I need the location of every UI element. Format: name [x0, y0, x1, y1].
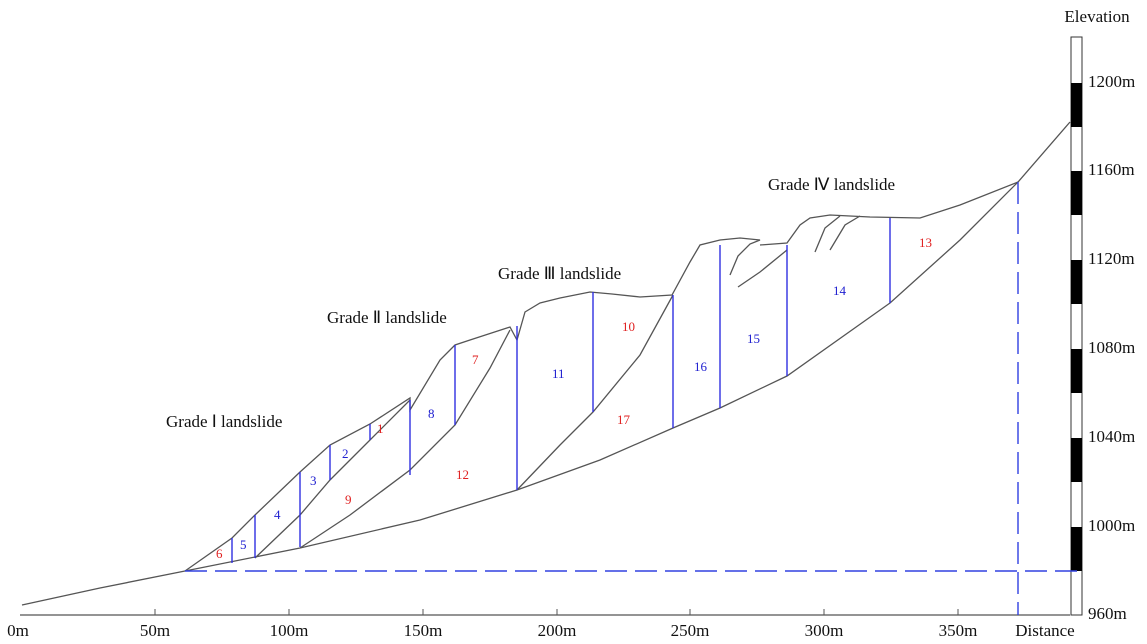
x-label: 200m: [538, 621, 577, 640]
y-title: Elevation: [1064, 7, 1130, 26]
block-number: 9: [345, 492, 352, 507]
block-number: 16: [694, 359, 708, 374]
grade-label: Grade Ⅱ landslide: [327, 308, 447, 327]
block-number: 5: [240, 537, 247, 552]
block-number: 8: [428, 406, 435, 421]
block-number: 17: [617, 412, 631, 427]
y-label: 1160m: [1088, 160, 1135, 179]
block-number: 13: [919, 235, 932, 250]
x-label: 150m: [404, 621, 443, 640]
block-number: 14: [833, 283, 847, 298]
block-number: 15: [747, 331, 760, 346]
elevation-bar: [1071, 37, 1082, 615]
block-number: 12: [456, 467, 469, 482]
y-label: 1200m: [1088, 72, 1135, 91]
x-title: Distance: [1015, 621, 1074, 640]
block-number: 7: [472, 352, 479, 367]
grade-label: Grade Ⅳ landslide: [768, 175, 895, 194]
grade-label: Grade Ⅲ landslide: [498, 264, 621, 283]
x-label: 50m: [140, 621, 170, 640]
x-label: 350m: [939, 621, 978, 640]
x-label: 300m: [805, 621, 844, 640]
block-number: 11: [552, 366, 565, 381]
y-label: 1000m: [1088, 516, 1135, 535]
y-label: 1040m: [1088, 427, 1135, 446]
block-number: 3: [310, 473, 317, 488]
y-label: 1080m: [1088, 338, 1135, 357]
block-number: 10: [622, 319, 635, 334]
landslide-profile: 0m 50m 100m 150m 200m 250m 300m 350m Dis…: [0, 0, 1147, 644]
x-label: 0m: [7, 621, 29, 640]
x-label: 250m: [671, 621, 710, 640]
x-ticks: [155, 609, 958, 615]
y-label: 960m: [1088, 604, 1127, 623]
block-number: 2: [342, 446, 349, 461]
block-number: 4: [274, 507, 281, 522]
block-number: 1: [377, 421, 384, 436]
x-label: 100m: [270, 621, 309, 640]
grade-label: Grade Ⅰ landslide: [166, 412, 282, 431]
block-number: 6: [216, 546, 223, 561]
y-label: 1120m: [1088, 249, 1135, 268]
